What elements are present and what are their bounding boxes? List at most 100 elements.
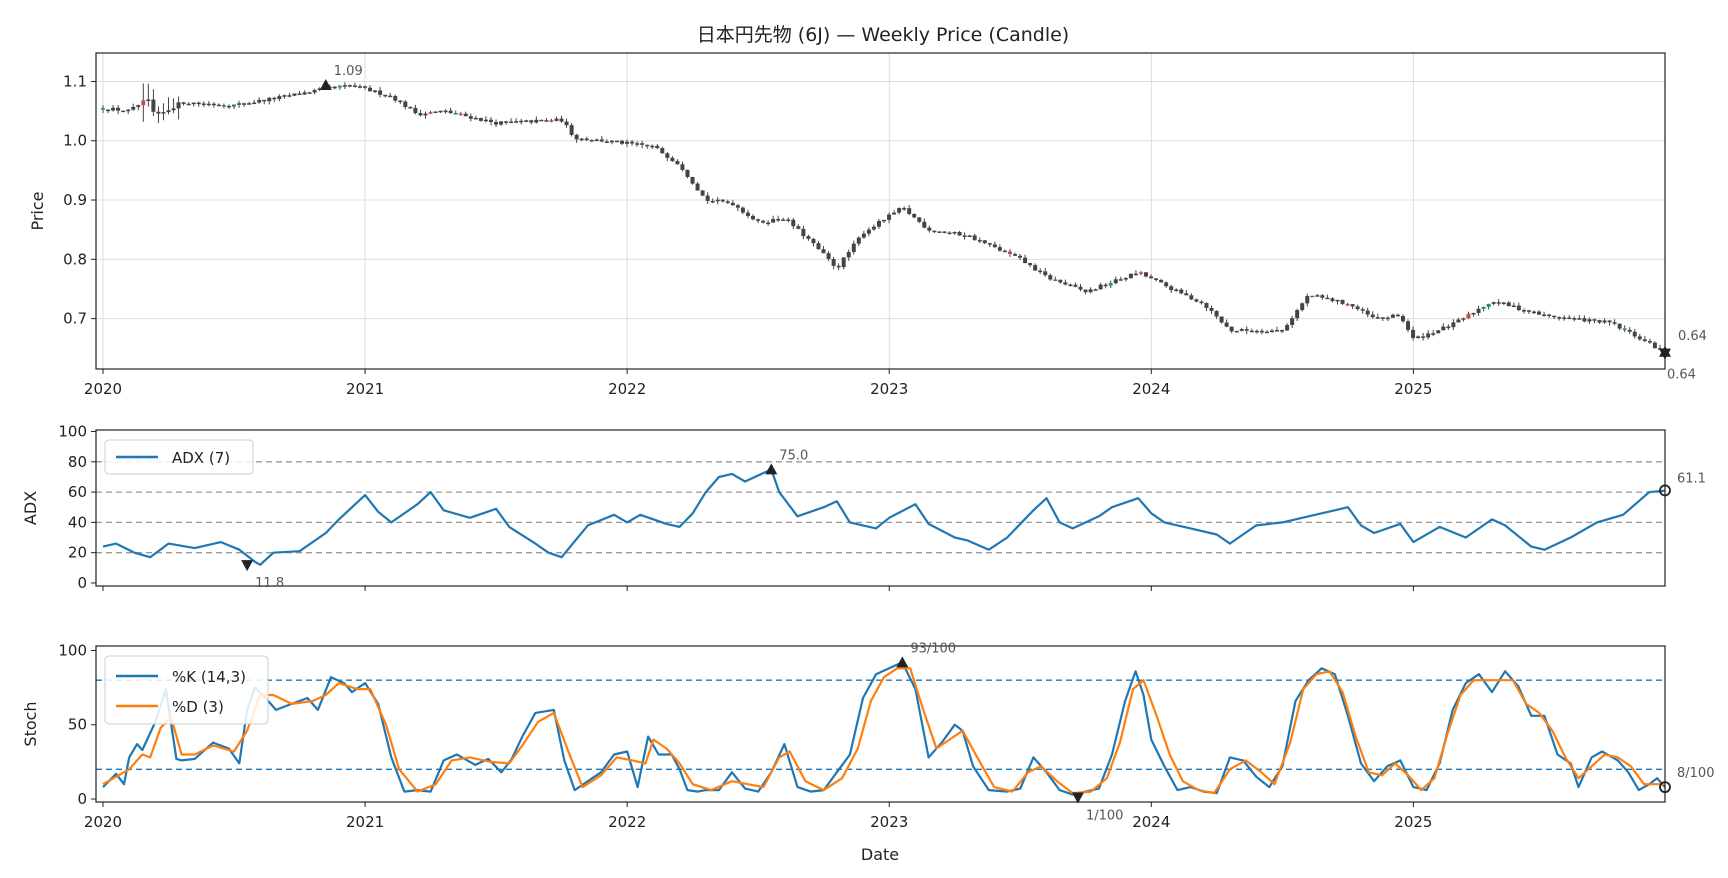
- candle-body: [756, 219, 761, 221]
- candle-body: [801, 228, 806, 237]
- candle-body: [1637, 336, 1642, 340]
- candle-body: [1199, 301, 1204, 304]
- candle-body: [1652, 342, 1657, 349]
- adx-lines: [102, 468, 1666, 566]
- candle-body: [882, 219, 886, 222]
- candle-body: [1138, 272, 1143, 274]
- candle-body: [766, 222, 771, 225]
- candle-body: [257, 99, 262, 103]
- d-legend-label: %D (3): [172, 698, 224, 716]
- candle-body: [136, 105, 141, 107]
- candle-body: [216, 104, 221, 107]
- candle-body: [791, 219, 796, 227]
- candle-body: [499, 121, 504, 125]
- candle-body: [841, 257, 846, 268]
- candle-body: [1244, 329, 1249, 331]
- candle-body: [594, 139, 599, 141]
- candle-body: [1406, 321, 1411, 330]
- candle-body: [1194, 299, 1199, 302]
- candle-body: [267, 97, 272, 102]
- candle-body: [831, 258, 836, 266]
- candle-body: [927, 227, 932, 231]
- candle-body: [1456, 319, 1461, 323]
- candle-body: [176, 102, 181, 109]
- candle-body: [564, 121, 569, 126]
- candle-body: [156, 111, 161, 114]
- candle-body: [609, 140, 614, 143]
- candle-body: [1602, 320, 1607, 323]
- stoch-annotations: 93/100 1/100 8/100: [896, 641, 1714, 824]
- candle-body: [1542, 314, 1547, 317]
- candle-body: [1073, 284, 1078, 287]
- annotation-marker: [765, 463, 778, 475]
- candle-body: [670, 157, 675, 162]
- candle-body: [710, 200, 715, 203]
- x-tick-label: 2024: [1132, 813, 1170, 831]
- candle-body: [433, 111, 438, 114]
- annotation-label: 0.64: [1678, 329, 1707, 344]
- candle-body: [700, 190, 705, 196]
- candle-body: [1224, 322, 1229, 327]
- candle-body: [1290, 318, 1295, 325]
- price-candles: [101, 82, 1667, 354]
- candle-body: [1411, 329, 1416, 338]
- candle-body: [1380, 317, 1385, 319]
- candle-body: [373, 90, 378, 92]
- candle-body: [1269, 330, 1274, 333]
- price-panel: 2020 2021 2022 2023 2024 20250.70.80.91.01.1 …: [28, 52, 1707, 398]
- adx-plot-frame: [96, 430, 1665, 586]
- annotation-label: 0.64: [1667, 368, 1696, 383]
- candle-body: [1486, 303, 1491, 307]
- candle-body: [101, 108, 105, 110]
- candle-body: [312, 89, 317, 93]
- candle-body: [1184, 293, 1189, 296]
- candle-body: [725, 201, 730, 203]
- candle-body: [383, 94, 388, 97]
- candle-body: [342, 85, 347, 87]
- candle-body: [1275, 330, 1280, 332]
- candle-body: [1123, 278, 1128, 280]
- candle-body: [473, 117, 478, 120]
- candle-body: [786, 219, 791, 221]
- chart-title: 日本円先物 (6J) — Weekly Price (Candle): [697, 24, 1069, 46]
- candle-body: [116, 107, 121, 111]
- candle-body: [1149, 276, 1154, 279]
- candle-body: [378, 90, 383, 95]
- y-tick-label: 0.9: [63, 191, 87, 209]
- candle-body: [1451, 322, 1456, 328]
- candle-body: [232, 104, 237, 107]
- candle-body: [1370, 314, 1375, 318]
- candle-body: [630, 141, 635, 144]
- candle-body: [987, 243, 992, 245]
- candle-body: [1068, 284, 1073, 287]
- candle-body: [332, 86, 337, 89]
- candle-body: [106, 109, 111, 112]
- stoch-panel: 2020 2021 2022 2023 2024 2025 0 50 100 93/100 1/1…: [21, 641, 1714, 831]
- x-tick-label: 2021: [346, 380, 384, 398]
- candle-body: [458, 113, 463, 116]
- candle-body: [317, 88, 322, 90]
- candle-body: [816, 243, 821, 250]
- candle-body: [1537, 311, 1542, 315]
- candle-body: [1093, 289, 1098, 291]
- candle-body: [408, 106, 413, 109]
- annotation-marker: [319, 79, 332, 91]
- candle-body: [967, 235, 972, 237]
- candle-body: [494, 121, 499, 125]
- candle-body: [599, 139, 604, 142]
- candle-body: [514, 121, 519, 123]
- candle-body: [262, 99, 267, 102]
- candle-body: [282, 95, 287, 97]
- candle-body: [544, 120, 549, 122]
- candle-body: [272, 97, 277, 100]
- candle-body: [922, 221, 927, 228]
- candle-body: [1501, 302, 1506, 305]
- candle-body: [584, 138, 589, 141]
- stoch-lines: [102, 661, 1666, 796]
- candle-body: [1164, 282, 1169, 287]
- candle-body: [690, 176, 695, 184]
- candle-body: [1622, 328, 1627, 330]
- candle-body: [1058, 279, 1063, 283]
- candle-body: [1597, 320, 1602, 323]
- candle-body: [146, 99, 151, 102]
